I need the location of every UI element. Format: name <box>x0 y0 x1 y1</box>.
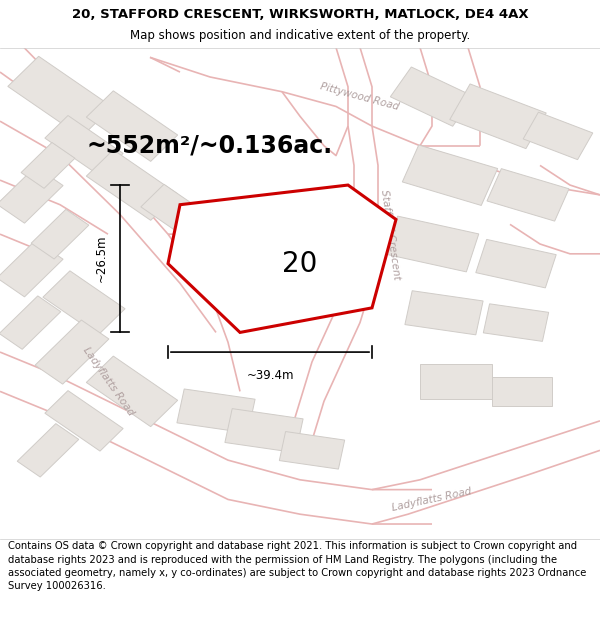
Polygon shape <box>21 142 75 188</box>
Polygon shape <box>391 67 473 126</box>
Polygon shape <box>280 431 344 469</box>
Polygon shape <box>0 167 63 223</box>
Polygon shape <box>168 185 396 332</box>
Text: ~26.5m: ~26.5m <box>95 235 108 282</box>
Polygon shape <box>385 216 479 272</box>
Polygon shape <box>492 377 552 406</box>
Polygon shape <box>177 389 255 433</box>
Polygon shape <box>0 296 61 349</box>
Polygon shape <box>86 356 178 427</box>
Text: Stafford Crescent: Stafford Crescent <box>379 188 401 280</box>
Polygon shape <box>45 116 123 176</box>
Polygon shape <box>86 91 178 161</box>
Polygon shape <box>17 424 79 477</box>
Text: Pittywood Road: Pittywood Road <box>319 81 401 112</box>
Polygon shape <box>43 271 125 335</box>
Polygon shape <box>86 150 178 221</box>
Text: Ladyflatts Road: Ladyflatts Road <box>391 486 473 512</box>
Polygon shape <box>45 391 123 451</box>
Polygon shape <box>523 112 593 159</box>
Text: ~39.4m: ~39.4m <box>246 369 294 382</box>
Polygon shape <box>487 169 569 221</box>
Polygon shape <box>0 240 63 297</box>
Text: 20: 20 <box>283 249 317 278</box>
Polygon shape <box>450 84 546 149</box>
Text: Ladyflatts Road: Ladyflatts Road <box>80 346 136 418</box>
Polygon shape <box>476 239 556 288</box>
Polygon shape <box>258 241 318 296</box>
Polygon shape <box>225 409 303 452</box>
Text: Contains OS data © Crown copyright and database right 2021. This information is : Contains OS data © Crown copyright and d… <box>8 541 586 591</box>
Polygon shape <box>405 291 483 335</box>
Polygon shape <box>8 56 112 137</box>
Text: Map shows position and indicative extent of the property.: Map shows position and indicative extent… <box>130 29 470 42</box>
Polygon shape <box>420 364 492 399</box>
Polygon shape <box>403 145 497 206</box>
Text: ~552m²/~0.136ac.: ~552m²/~0.136ac. <box>87 134 333 158</box>
Polygon shape <box>141 184 219 245</box>
Polygon shape <box>35 320 109 384</box>
Polygon shape <box>31 209 89 259</box>
Polygon shape <box>484 304 548 341</box>
Text: 20, STAFFORD CRESCENT, WIRKSWORTH, MATLOCK, DE4 4AX: 20, STAFFORD CRESCENT, WIRKSWORTH, MATLO… <box>71 8 529 21</box>
